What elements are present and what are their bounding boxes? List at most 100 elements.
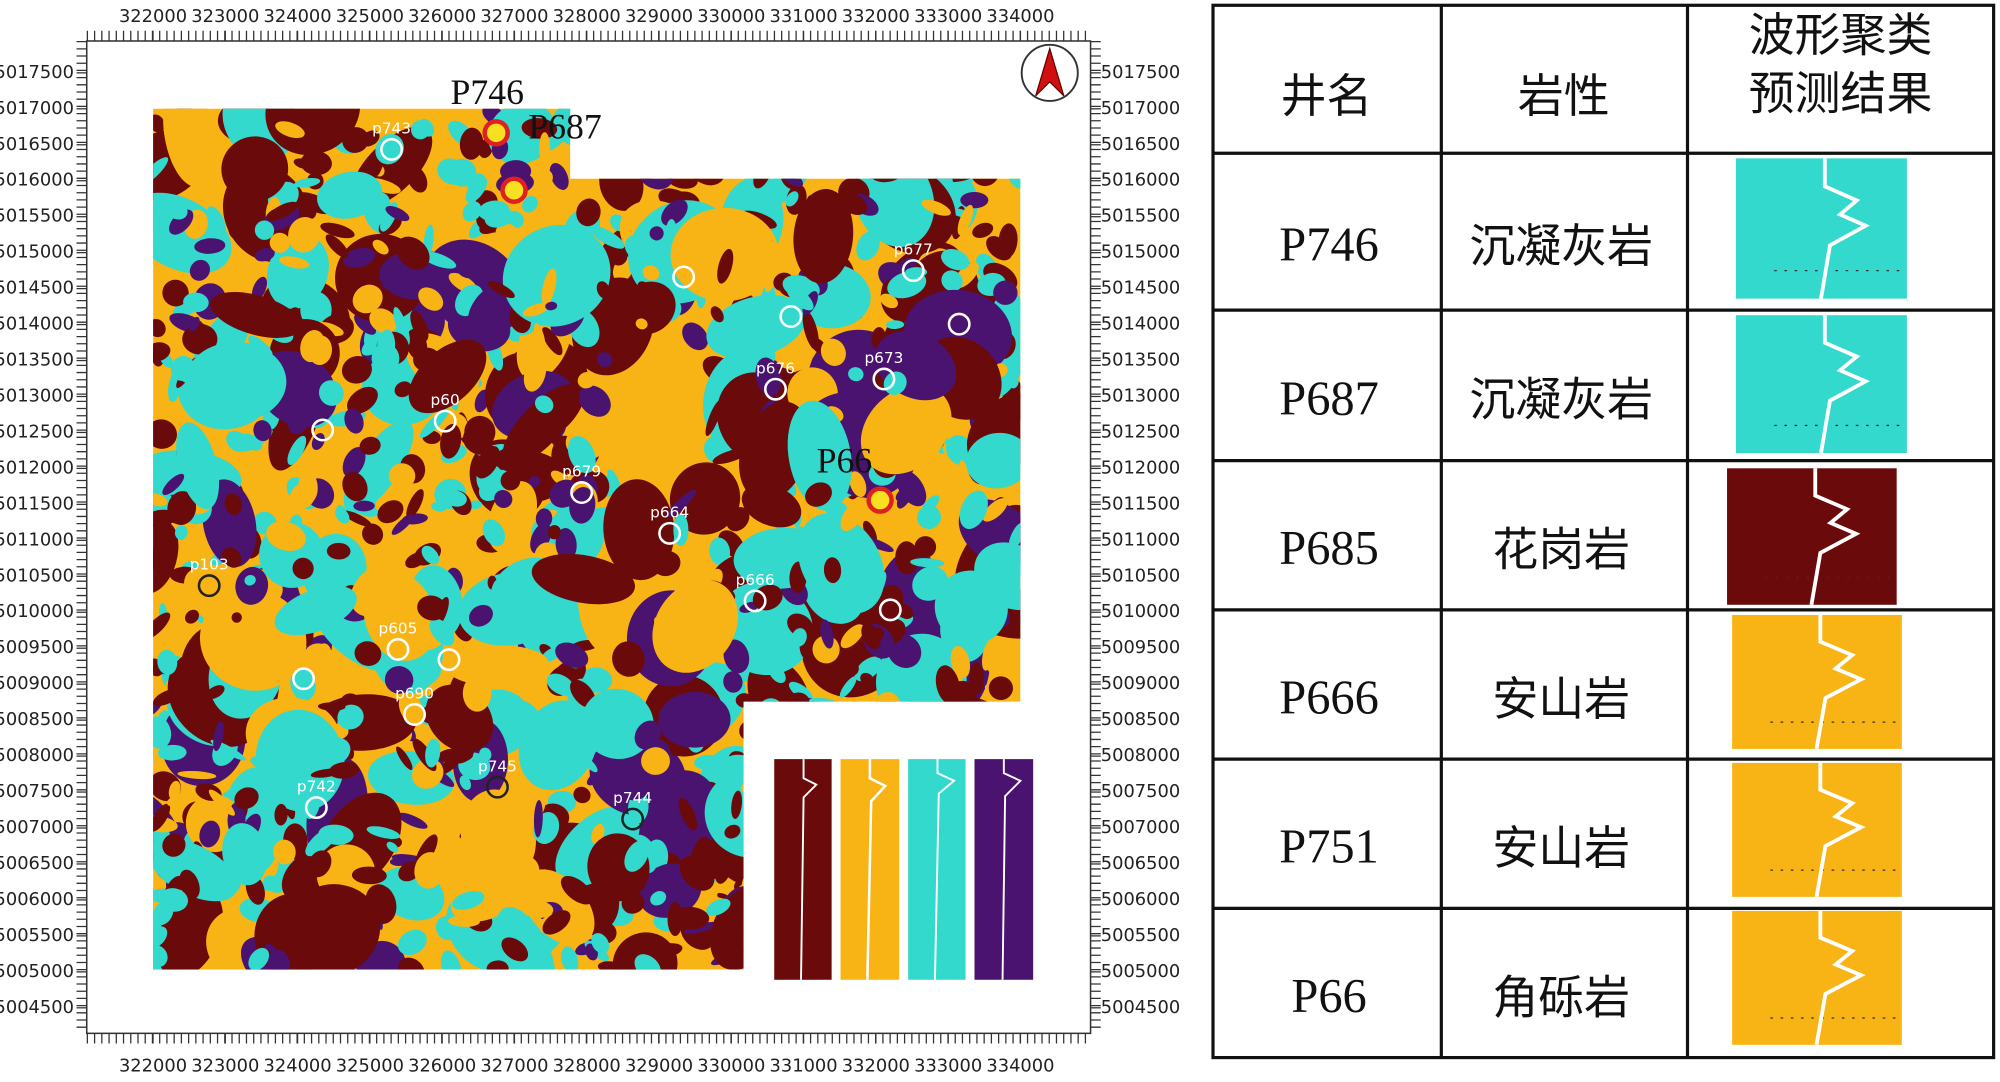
waveform-thumb [1727,468,1897,605]
map-patch [166,202,188,220]
map-patch [206,685,225,700]
map-patch [162,833,186,857]
x-tick-label: 326000 [408,6,476,27]
map-patch [521,118,558,139]
map-patch [490,578,510,617]
map-patch [624,234,656,262]
map-patch [444,490,467,507]
x-tick-label: 330000 [697,1056,765,1077]
map-patch [341,355,372,384]
map-patch [298,470,318,503]
map-patch [787,613,814,638]
map-patch [535,508,553,529]
map-patch [518,700,598,791]
well [311,418,335,442]
well [433,409,457,433]
map-patch [616,513,639,542]
y-tick-label: 5016500 [0,134,74,155]
map-patch [448,158,477,187]
y-tick-label: 5009000 [0,673,74,694]
map-patch [342,510,372,527]
map-patch [502,384,580,466]
well-name: P666 [1279,671,1379,724]
map-patch [294,177,321,188]
y-tick-label: 5016000 [1101,170,1180,191]
map-patch [669,462,741,535]
map-patch [396,236,430,270]
map-patch [494,489,513,508]
y-tick-label: 5009500 [0,637,74,658]
y-tick-label: 5005000 [0,961,74,982]
y-tick-label: 5008500 [1101,709,1180,730]
map-patch [153,318,166,338]
map-patch [235,566,269,605]
y-tick-label: 5011500 [0,493,74,514]
y-tick-label: 5010500 [1101,565,1180,586]
y-tick-label: 5016000 [0,170,74,191]
map-patch [959,460,970,483]
map-patch [880,293,898,309]
map-patch [182,323,218,355]
map-patch [590,226,625,249]
map-patch [274,585,357,636]
map-patch [389,857,408,867]
map-patch [603,479,675,581]
map-patch [753,192,769,215]
y-tick-label: 5015000 [1101,242,1180,263]
map-patch [174,525,188,540]
map-patch [531,553,635,605]
map-patch [635,318,648,330]
map-patch [410,120,430,140]
well-label: p742 [297,778,336,796]
y-tick-label: 5012500 [1101,421,1180,442]
y-tick-label: 5006500 [0,853,74,874]
map-patch [396,746,413,770]
well-label: p673 [864,349,903,367]
y-tick-label: 5008000 [0,745,74,766]
map-patch [189,259,210,281]
map-patch [307,850,332,878]
map-patch [153,749,166,778]
map-patch [153,803,171,832]
map-patch [157,649,178,675]
map-patch [465,176,488,203]
well-label: p744 [613,789,652,807]
map-patch [267,201,299,221]
map-patch [916,470,948,493]
map-patch [565,950,576,970]
map-patch [596,281,611,299]
map-patch [522,303,549,317]
y-tick-label: 5013000 [1101,385,1180,406]
map-patch [599,296,619,315]
well-label: p103 [190,556,229,574]
well-label: p666 [736,571,775,589]
map-patch [376,329,396,367]
map-patch [255,709,345,812]
map-patch [394,381,412,398]
y-tick-label: 5005500 [0,925,74,946]
map-patch [768,664,786,684]
map-patch [224,493,243,516]
map-patch [624,840,649,872]
lithology: 沉凝灰岩 [1469,219,1653,273]
map-patch [805,482,832,507]
map-patch [254,220,275,240]
map-patch [825,278,845,296]
map-patch [153,342,171,362]
y-tick-label: 5008000 [1101,745,1180,766]
y-tick-label: 5005500 [1101,925,1180,946]
y-tick-label: 5015500 [1101,206,1180,227]
map-patch [785,191,799,207]
minor-ticks [76,30,1101,1044]
legend-wave [1001,759,1023,980]
x-tick-label: 325000 [336,6,404,27]
y-tick-label: 5011000 [1101,529,1180,550]
map-patch [501,937,529,962]
y-tick-label: 5009500 [1101,637,1180,658]
map-patch [723,671,743,693]
map-patch [560,240,596,274]
waveform-thumb [1732,762,1902,897]
map-patch [838,191,868,215]
